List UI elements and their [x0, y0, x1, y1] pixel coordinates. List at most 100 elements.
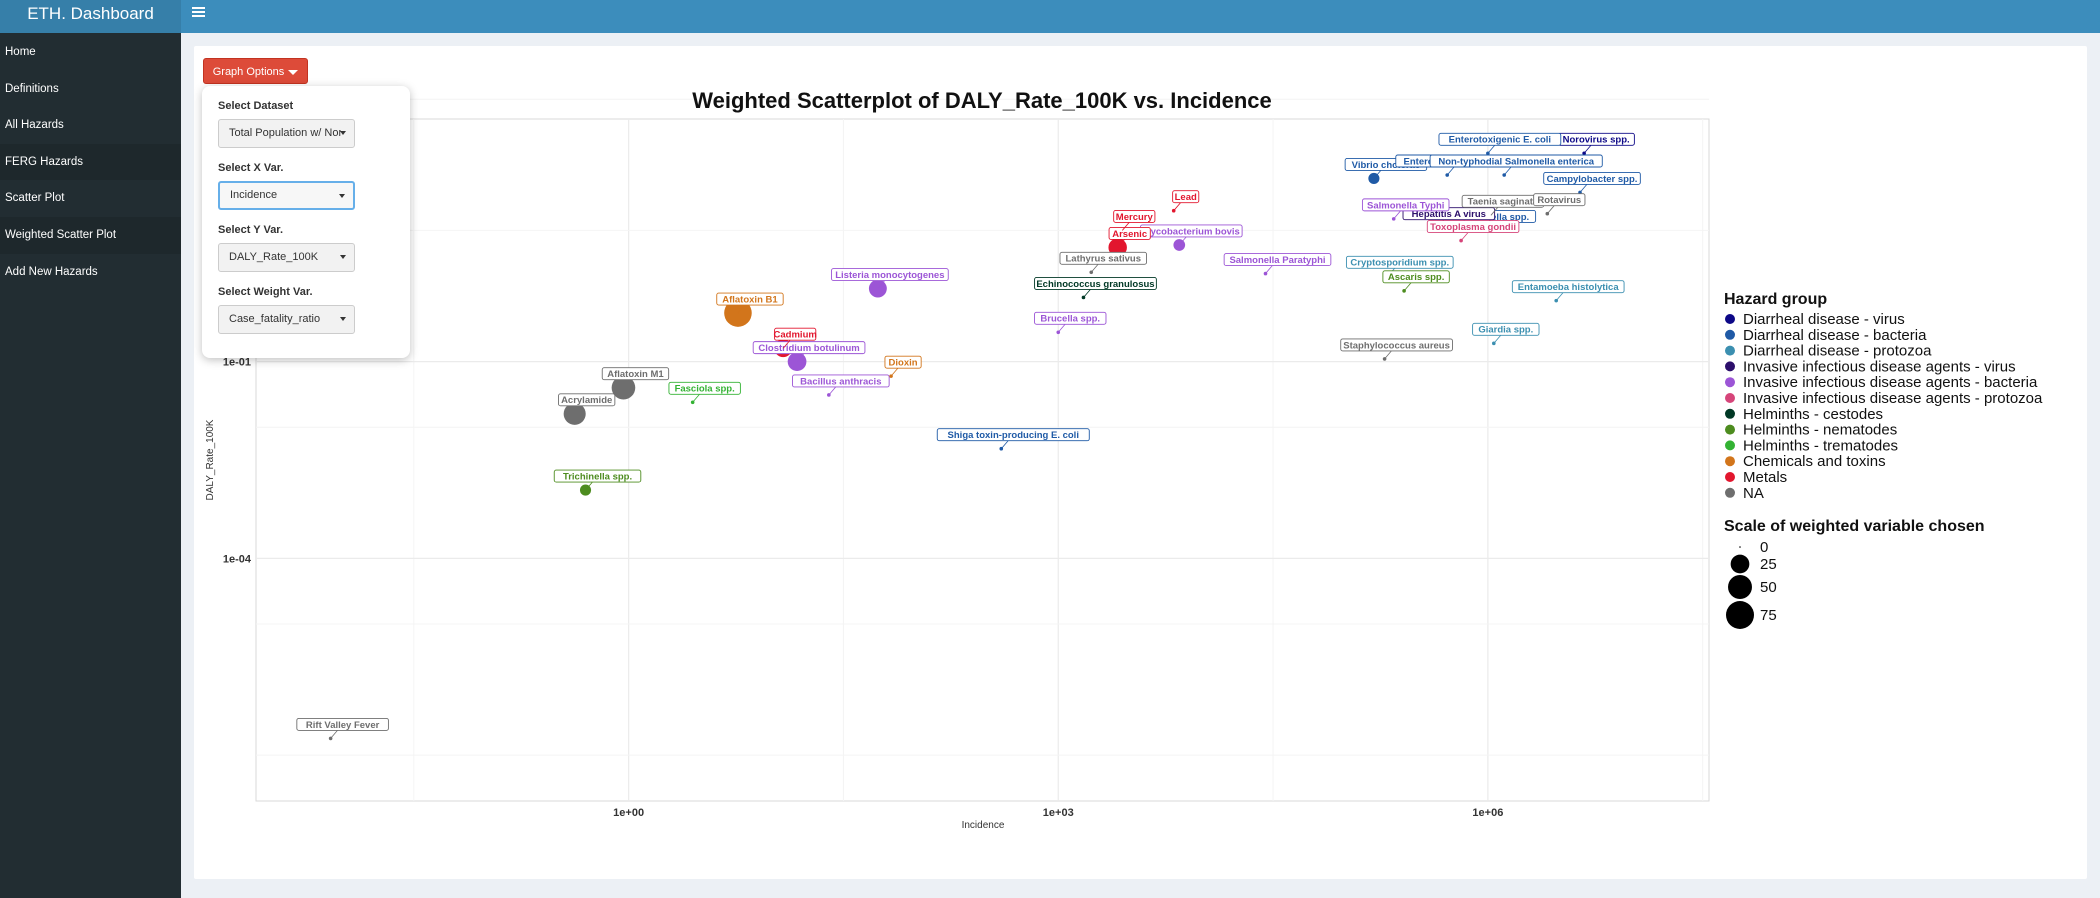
sidebar-item-add-new-hazards[interactable]: Add New Hazards: [5, 265, 98, 278]
data-label-lathyrus-sativus: Lathyrus sativus: [1066, 254, 1142, 265]
legend-key-chemicals-and-toxins: [1725, 456, 1735, 467]
legend-key-na: [1725, 487, 1735, 498]
data-label-aflatoxin-m1: Aflatoxin M1: [607, 369, 664, 380]
data-label-arsenic: Arsenic: [1112, 229, 1147, 240]
sidebar-item-weighted-scatter-plot[interactable]: Weighted Scatter Plot: [0, 216, 181, 254]
size-entry-50: 50: [1760, 579, 1777, 596]
legend-entry-helminths-nematodes: Helminths - nematodes: [1743, 422, 1897, 439]
data-label-taenia-saginata: Taenia saginata: [1468, 197, 1539, 208]
data-label-enterotoxigenic-e-coli: Enterotoxigenic E. coli: [1449, 135, 1551, 146]
data-label-box: [1543, 171, 1641, 185]
legend-entry-na: NA: [1743, 485, 1764, 502]
sidebar-item-ferg-hazards[interactable]: FERG Hazards: [0, 143, 181, 181]
size-key-50: [1728, 575, 1752, 599]
sidebar-item-scatter-plot[interactable]: Scatter Plot: [5, 192, 65, 205]
legend-key-diarrheal-disease-bacteria: [1725, 329, 1735, 340]
sidebar-item-definitions[interactable]: Definitions: [5, 82, 59, 95]
legend-entry-diarrheal-disease-bacteria: Diarrheal disease - bacteria: [1743, 327, 1927, 344]
data-label-box: [1438, 132, 1562, 146]
data-label-non-typhodial-salmonella-enterica: Non-typhodial Salmonella enterica: [1438, 156, 1594, 167]
x-var-label: Select X Var.: [218, 162, 284, 174]
x-tick-label: 1e+03: [1043, 807, 1074, 819]
data-label-fasciola-spp: Fasciola spp.: [675, 384, 735, 395]
legend-title: Hazard group: [1724, 291, 1827, 308]
weight-var-select[interactable]: Case_fatality_ratio: [218, 305, 355, 334]
data-label-trichinella-spp: Trichinella spp.: [563, 471, 632, 482]
legend-entry-helminths-trematodes: Helminths - trematodes: [1743, 437, 1898, 454]
dataset-label: Select Dataset: [218, 100, 294, 112]
size-key-25: [1730, 554, 1750, 574]
data-label-clostridium-botulinum: Clostridium botulinum: [758, 343, 859, 354]
sidebar-toggle-button[interactable]: [192, 5, 205, 22]
caret-down-icon: [340, 255, 346, 259]
caret-down-icon: [340, 131, 346, 135]
weight-var-value: Case_fatality_ratio: [229, 313, 321, 325]
data-label-ascaris-spp: Ascaris spp.: [1388, 272, 1445, 283]
x-axis-label: Incidence: [962, 820, 1005, 831]
y-var-value: DALY_Rate_100K: [229, 251, 319, 263]
data-label-box: [1533, 193, 1586, 207]
data-label-box: [1034, 311, 1107, 325]
data-label-box: [1426, 220, 1520, 234]
legend-key-diarrheal-disease-protozoa: [1725, 345, 1735, 356]
data-label-box: [1113, 209, 1156, 223]
data-label-echinococcus-granulosus: Echinococcus granulosus: [1036, 279, 1154, 290]
data-label-box: [1382, 270, 1450, 284]
x-var-value: Incidence: [230, 189, 278, 201]
data-label-box: [792, 374, 890, 388]
data-label-box: [752, 341, 866, 355]
size-key-0: [1739, 546, 1741, 548]
legend-key-helminths-cestodes: [1725, 408, 1735, 419]
data-label-campylobacter-spp: Campylobacter spp.: [1547, 174, 1638, 185]
data-label-vibrio-cholerae: Vibrio cholerae: [1352, 160, 1420, 171]
graph-options-button[interactable]: Graph Options: [203, 58, 308, 84]
data-label-mycobacterium-bovis: Mycobacterium bovis: [1143, 226, 1240, 237]
size-key-75: [1726, 601, 1754, 629]
legend-key-diarrheal-disease-virus: [1725, 314, 1735, 324]
data-label-norovirus-spp: Norovirus spp.: [1563, 135, 1630, 146]
data-label-box: [831, 268, 949, 282]
graph-options-label: Graph Options: [212, 66, 285, 78]
y-tick-label: 1e-01: [223, 357, 251, 369]
app-title[interactable]: ETH. Dashboard: [0, 0, 181, 33]
data-label-dioxin: Dioxin: [889, 358, 918, 369]
data-label-box: [1345, 255, 1454, 269]
data-label-giardia-spp: Giardia spp.: [1478, 325, 1533, 336]
y-axis-label: DALY_Rate_100K: [205, 419, 216, 500]
data-label-box: [1511, 280, 1625, 294]
y-tick-label: 1e-04: [223, 553, 252, 565]
data-label-entamoeba-histolytica: Entamoeba histolytica: [1518, 282, 1620, 293]
data-label-toxoplasma-gondii: Toxoplasma gondii: [1430, 222, 1516, 233]
legend-entry-diarrheal-disease-virus: Diarrheal disease - virus: [1743, 311, 1905, 328]
data-label-aflatoxin-b1: Aflatoxin B1: [722, 294, 778, 305]
data-label-rotavirus: Rotavirus: [1537, 195, 1581, 206]
size-legend-title: Scale of weighted variable chosen: [1724, 518, 1985, 535]
legend-entry-diarrheal-disease-protozoa: Diarrheal disease - protozoa: [1743, 343, 1932, 360]
data-label-rift-valley-fever: Rift Valley Fever: [306, 720, 380, 731]
size-entry-25: 25: [1760, 556, 1777, 573]
legend-key-invasive-infectious-disease-agents-protozoa: [1725, 393, 1735, 403]
sidebar-item-home[interactable]: Home: [5, 46, 36, 58]
legend-key-invasive-infectious-disease-agents-bacteria: [1725, 377, 1735, 388]
data-label-box: [884, 355, 922, 369]
y-var-select[interactable]: DALY_Rate_100K: [218, 243, 355, 272]
data-label-box: [774, 327, 817, 341]
data-label-bacillus-anthracis: Bacillus anthracis: [800, 376, 881, 387]
data-label-acrylamide: Acrylamide: [561, 395, 612, 406]
data-label-box: [558, 393, 616, 407]
data-label-shigella-spp: Shigella spp.: [1471, 212, 1530, 223]
x-var-select[interactable]: Incidence: [218, 181, 355, 210]
size-entry-75: 75: [1760, 607, 1777, 624]
dataset-select[interactable]: Total Population w/ Non-FERG: [218, 119, 355, 148]
data-label-box: [1361, 198, 1450, 212]
data-label-staphylococcus-aureus: Staphylococcus aureus: [1343, 340, 1450, 351]
legend-entry-chemicals-and-toxins: Chemicals and toxins: [1743, 453, 1886, 470]
caret-down-icon: [339, 194, 345, 198]
data-label-listeria-monocytogenes: Listeria monocytogenes: [835, 270, 944, 281]
legend-entry-metals: Metals: [1743, 469, 1787, 486]
chart-title: Weighted Scatterplot of DALY_Rate_100K v…: [692, 88, 1272, 113]
legend-entry-invasive-infectious-disease-agents-virus: Invasive infectious disease agents - vir…: [1743, 358, 2016, 375]
data-label-brucella-spp: Brucella spp.: [1040, 314, 1100, 325]
sidebar-item-all-hazards[interactable]: All Hazards: [5, 119, 64, 132]
